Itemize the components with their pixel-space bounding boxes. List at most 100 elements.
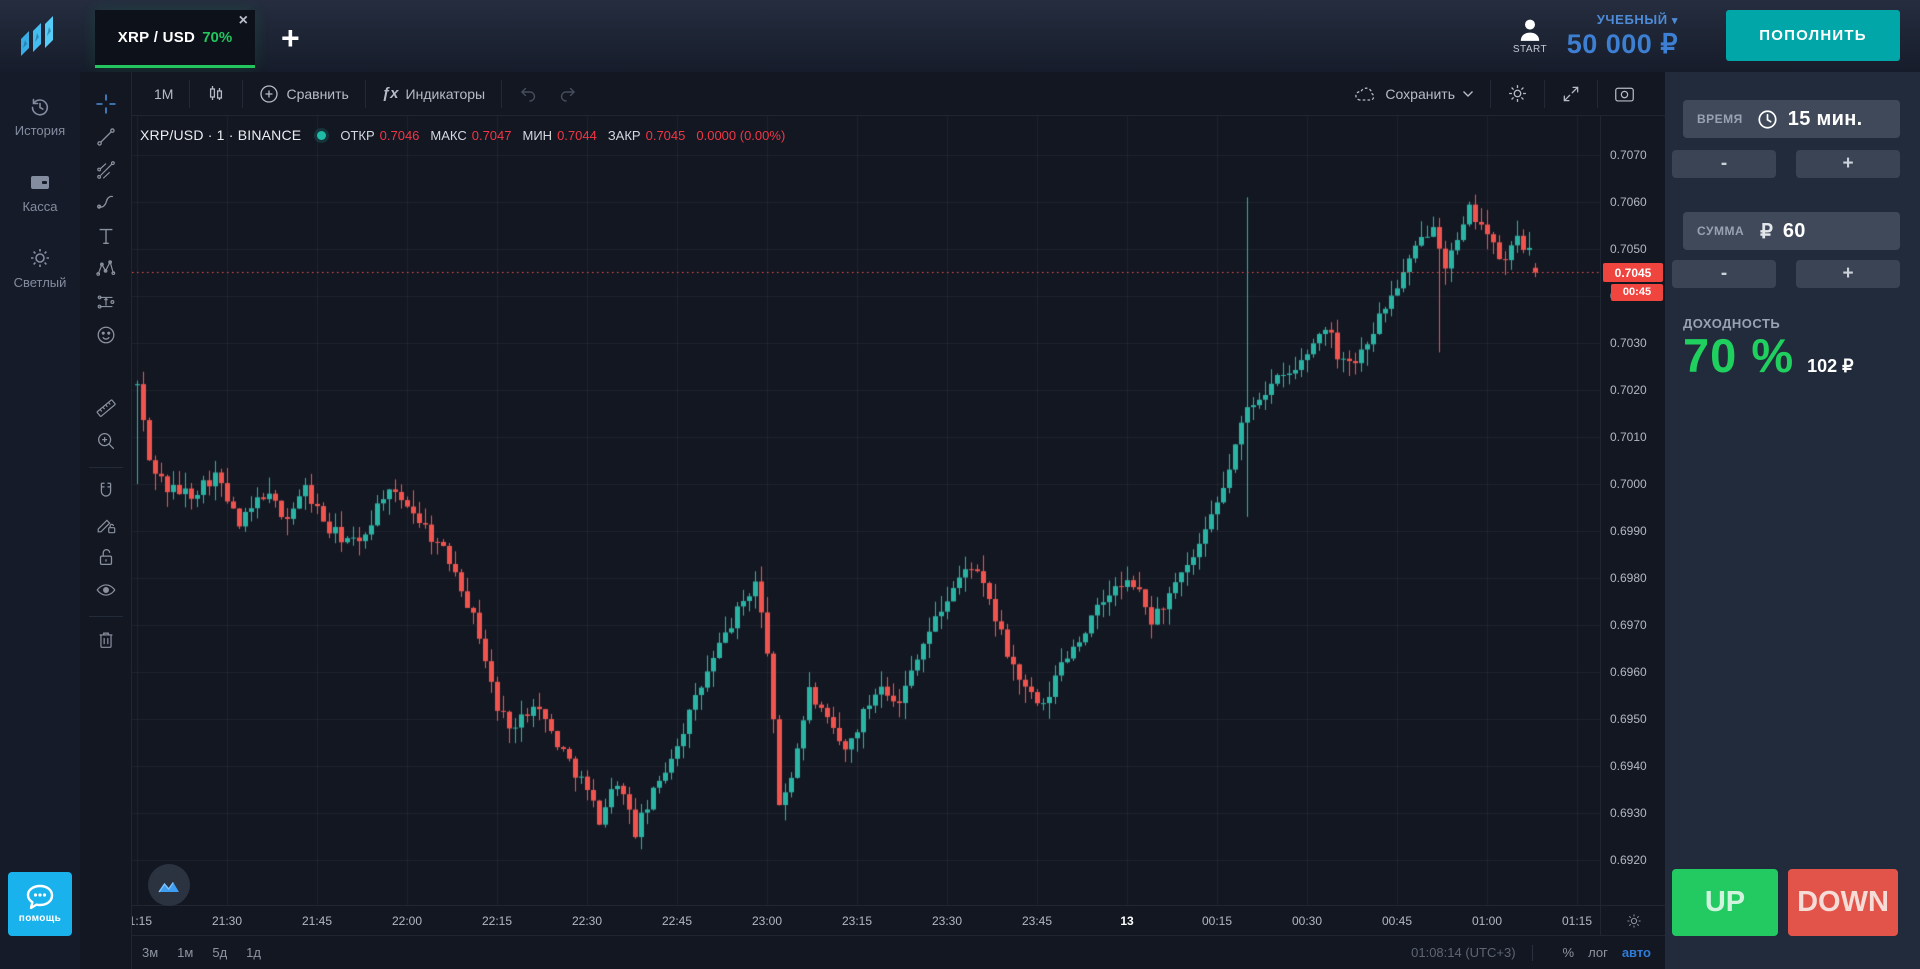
amount-label: СУММА [1697, 224, 1745, 238]
deposit-button[interactable]: ПОПОЛНИТЬ [1726, 10, 1900, 61]
drawing-mode-tool[interactable] [91, 509, 121, 539]
price-tick: 0.7070 [1610, 148, 1647, 162]
amount-plus-button[interactable]: + [1796, 260, 1900, 288]
time-tick: 00:15 [1201, 914, 1233, 928]
save-layout-button[interactable]: Сохранить [1344, 85, 1484, 103]
close-tab-icon[interactable]: × [238, 12, 248, 29]
time-axis[interactable]: 21:15 21:30 21:45 22:00 22:15 22:30 22:45 23:00… [132, 905, 1600, 936]
range-1m[interactable]: 1м [177, 945, 194, 960]
trendline-tool[interactable] [91, 122, 121, 152]
brush-tool[interactable] [91, 188, 121, 218]
legend-ohlc: ОТКР 0.7046 МАКС 0.7047 МИН 0.7044 ЗАКР 0.70… [340, 127, 786, 143]
undo-icon [521, 87, 536, 102]
time-tick: 21:45 [301, 914, 333, 928]
trash-icon [99, 632, 112, 648]
time-value: 15 мин. [1787, 107, 1863, 130]
clock-utc[interactable]: 01:08:14 (UTC+3) [1411, 945, 1516, 960]
hide-drawings-tool[interactable] [91, 575, 121, 605]
time-minus-button[interactable]: - [1672, 150, 1776, 178]
chart-type-button[interactable] [196, 84, 236, 104]
down-button[interactable]: DOWN [1788, 869, 1898, 936]
axis-settings-corner[interactable] [1600, 905, 1666, 936]
time-tick: 01:15 [1561, 914, 1593, 928]
payout-label: ДОХОДНОСТЬ [1683, 316, 1781, 331]
time-field[interactable]: ВРЕМЯ 15 мин. [1683, 100, 1900, 138]
ruler-icon [96, 399, 116, 417]
range-1d[interactable]: 1д [246, 945, 261, 960]
sidebar-item-cashier[interactable]: Касса [0, 170, 80, 214]
amount-field[interactable]: СУММА ₽ 60 [1683, 212, 1900, 250]
pencil-lock-icon [97, 519, 115, 534]
time-tick: 23:45 [1021, 914, 1053, 928]
undo-button[interactable] [508, 84, 548, 104]
time-tick: 22:15 [481, 914, 513, 928]
payout-row: 70 % 102 ₽ [1683, 328, 1854, 383]
fib-tool[interactable] [91, 155, 121, 185]
gear-icon [1509, 85, 1526, 102]
percent-scale-button[interactable]: % [1562, 945, 1575, 960]
forecast-tool[interactable] [91, 287, 121, 317]
fullscreen-button[interactable] [1551, 84, 1591, 104]
indicators-button[interactable]: ƒx Индикаторы [381, 85, 486, 102]
price-axis[interactable]: 0.6920 0.6930 0.6940 0.6950 0.6960 0.6970 0.69… [1600, 116, 1666, 905]
interval-button[interactable]: 1М [154, 85, 174, 102]
crosshair-tool[interactable] [91, 89, 121, 119]
tab-payout: 70% [202, 29, 233, 46]
candles-icon [210, 85, 223, 100]
emoji-tool[interactable] [91, 320, 121, 350]
mountain-chart-icon [158, 882, 179, 893]
up-button[interactable]: UP [1672, 869, 1778, 936]
smiley-icon [97, 326, 114, 344]
chart-region: 1М Сравнить ƒx Индикаторы [80, 72, 1666, 969]
sidebar-item-history[interactable]: История [0, 94, 80, 138]
text-tool[interactable] [91, 221, 121, 251]
snapshot-button[interactable] [1604, 84, 1645, 103]
time-tick: 00:30 [1291, 914, 1323, 928]
measure-tool[interactable] [91, 393, 121, 423]
add-tab-button[interactable]: + [281, 20, 300, 56]
log-scale-button[interactable]: лог [1588, 945, 1608, 960]
redo-button[interactable] [548, 84, 588, 104]
candlestick-chart[interactable] [132, 116, 1600, 905]
remove-drawings-tool[interactable] [91, 625, 121, 655]
lock-icon [99, 549, 112, 565]
compare-button[interactable]: Сравнить [249, 84, 358, 104]
price-tick: 0.6950 [1610, 712, 1647, 726]
auto-scale-button[interactable]: авто [1621, 945, 1651, 960]
chart-settings-button[interactable] [1497, 83, 1538, 104]
time-tick: 22:00 [391, 914, 423, 928]
header: XRP / USD 70% × + START УЧЕБНЫЙ ▾ 50 000… [0, 0, 1920, 72]
magnet-tool[interactable] [91, 476, 121, 506]
time-tick: 21:30 [211, 914, 243, 928]
time-tick: 23:30 [931, 914, 963, 928]
trendline-icon [96, 128, 115, 146]
chart-style-bubble[interactable] [148, 864, 190, 906]
price-tick: 0.6930 [1610, 806, 1647, 820]
zoom-in-tool[interactable] [91, 426, 121, 456]
price-tick: 0.6940 [1610, 759, 1647, 773]
help-button[interactable]: помощь [8, 872, 72, 936]
time-tick: 23:15 [841, 914, 873, 928]
chevron-down-icon [1463, 90, 1473, 97]
footer-divider [1531, 944, 1533, 961]
account-menu[interactable]: START [1508, 18, 1552, 55]
account-type-dropdown[interactable]: УЧЕБНЫЙ ▾ [1596, 12, 1678, 27]
range-5d[interactable]: 5д [212, 945, 228, 960]
price-tick: 0.6980 [1610, 571, 1647, 585]
balance: 50 000 ₽ [1566, 29, 1678, 59]
eye-icon [96, 584, 115, 596]
amount-minus-button[interactable]: - [1672, 260, 1776, 288]
amount-value: 60 [1782, 219, 1806, 242]
price-tick: 0.7060 [1610, 195, 1647, 209]
price-tick: 0.7010 [1610, 430, 1647, 444]
asset-tab[interactable]: XRP / USD 70% × [95, 10, 255, 68]
sidebar-item-theme[interactable]: Светлый [0, 246, 80, 290]
position-tool-icon [97, 295, 114, 309]
time-plus-button[interactable]: + [1796, 150, 1900, 178]
payout-profit: 102 ₽ [1807, 356, 1854, 376]
legend-symbol[interactable]: XRP/USD · 1 · BINANCE [140, 127, 302, 143]
lock-drawings-tool[interactable] [91, 542, 121, 572]
range-3m[interactable]: 3м [142, 945, 159, 960]
payout-percent: 70 % [1683, 329, 1795, 382]
pattern-tool[interactable] [91, 254, 121, 284]
